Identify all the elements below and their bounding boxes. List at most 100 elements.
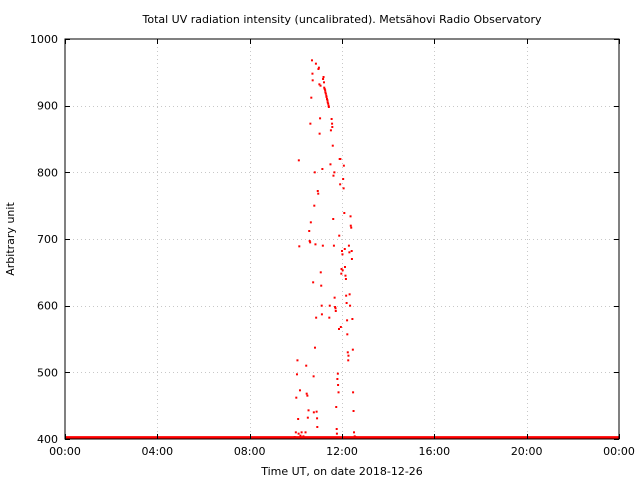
- data-point: [339, 326, 342, 328]
- data-point: [343, 248, 346, 250]
- data-point: [351, 348, 354, 351]
- x-tick-label: 08:00: [234, 445, 266, 458]
- y-tick-label: 900: [37, 100, 58, 113]
- data-point: [306, 394, 309, 397]
- data-point: [309, 241, 312, 244]
- data-point: [348, 251, 351, 254]
- y-tick-label: 500: [37, 366, 58, 379]
- data-point: [305, 364, 308, 367]
- data-point: [332, 218, 335, 220]
- data-point: [306, 416, 309, 419]
- data-point: [357, 436, 360, 439]
- x-tick-label: 04:00: [141, 445, 173, 458]
- data-point: [353, 431, 356, 434]
- data-point: [295, 396, 298, 399]
- data-point: [350, 250, 353, 252]
- data-point: [320, 313, 323, 316]
- x-tick-label: 16:00: [418, 445, 450, 458]
- data-point: [319, 84, 322, 87]
- data-point: [316, 426, 319, 428]
- data-point: [327, 102, 330, 105]
- data-point: [333, 296, 336, 299]
- x-tick-label: 00:00: [603, 445, 635, 458]
- data-point: [335, 428, 338, 430]
- data-point: [310, 59, 313, 62]
- data-point: [349, 224, 352, 227]
- data-point: [342, 164, 345, 167]
- data-point: [326, 101, 329, 104]
- data-point: [331, 126, 334, 128]
- data-point: [346, 333, 349, 336]
- data-point: [324, 89, 327, 92]
- data-point: [340, 268, 343, 270]
- data-point: [335, 406, 338, 408]
- data-point: [346, 351, 349, 354]
- data-point: [339, 183, 342, 186]
- data-point: [322, 76, 325, 78]
- data-point: [312, 281, 315, 284]
- data-point: [320, 284, 323, 287]
- data-point: [339, 158, 342, 160]
- grid: [65, 39, 619, 439]
- data-point: [349, 304, 352, 307]
- data-point: [351, 318, 354, 320]
- data-point: [316, 190, 319, 192]
- y-tick-label: 800: [37, 166, 58, 179]
- data-point: [340, 272, 343, 275]
- data-point: [328, 316, 331, 319]
- data-point: [331, 144, 334, 147]
- data-point: [329, 129, 332, 132]
- data-point: [342, 187, 345, 190]
- data-point: [297, 159, 300, 162]
- data-point: [355, 436, 358, 439]
- data-point: [303, 436, 306, 439]
- data-point: [310, 96, 313, 99]
- data-point: [323, 86, 326, 89]
- data-point: [341, 253, 344, 256]
- data-point: [317, 192, 320, 195]
- data-point: [337, 384, 340, 386]
- data-point: [302, 435, 305, 438]
- data-point: [342, 178, 345, 180]
- data-point: [334, 307, 337, 310]
- data-point: [294, 431, 297, 434]
- data-point: [349, 215, 352, 218]
- data-point: [299, 434, 302, 437]
- data-point: [348, 293, 351, 296]
- data-point: [331, 122, 334, 125]
- data-point: [321, 168, 324, 170]
- data-point: [322, 81, 325, 84]
- data-point: [319, 117, 322, 120]
- y-tick-labels: 400 500 600 700 800 900 1000: [30, 33, 58, 446]
- data-point: [333, 171, 336, 174]
- data-point: [329, 163, 332, 166]
- data-point: [346, 319, 349, 322]
- data-point: [301, 436, 304, 439]
- y-tick-label: 600: [37, 300, 58, 313]
- data-point: [324, 91, 327, 94]
- data-point: [296, 359, 299, 362]
- data-point: [326, 99, 329, 102]
- data-point: [325, 98, 328, 100]
- y-tick-label: 400: [37, 433, 58, 446]
- data-point: [328, 304, 331, 307]
- data-point: [347, 359, 350, 362]
- data-point: [313, 204, 316, 207]
- data-point: [350, 258, 353, 260]
- data-point: [337, 391, 340, 394]
- data-point: [309, 221, 312, 224]
- data-point: [344, 278, 347, 280]
- data-point: [324, 92, 327, 95]
- data-point: [334, 310, 337, 312]
- x-axis-label: Time UT, on date 2018-12-26: [260, 465, 423, 478]
- data-point: [345, 302, 348, 304]
- data-point: [320, 304, 323, 307]
- data-point: [313, 171, 316, 174]
- y-axis-label: Arbitrary unit: [4, 202, 17, 276]
- data-point: [316, 417, 319, 420]
- data-point: [308, 230, 311, 232]
- data-point: [312, 411, 315, 414]
- data-point: [295, 373, 298, 376]
- data-point: [307, 409, 310, 412]
